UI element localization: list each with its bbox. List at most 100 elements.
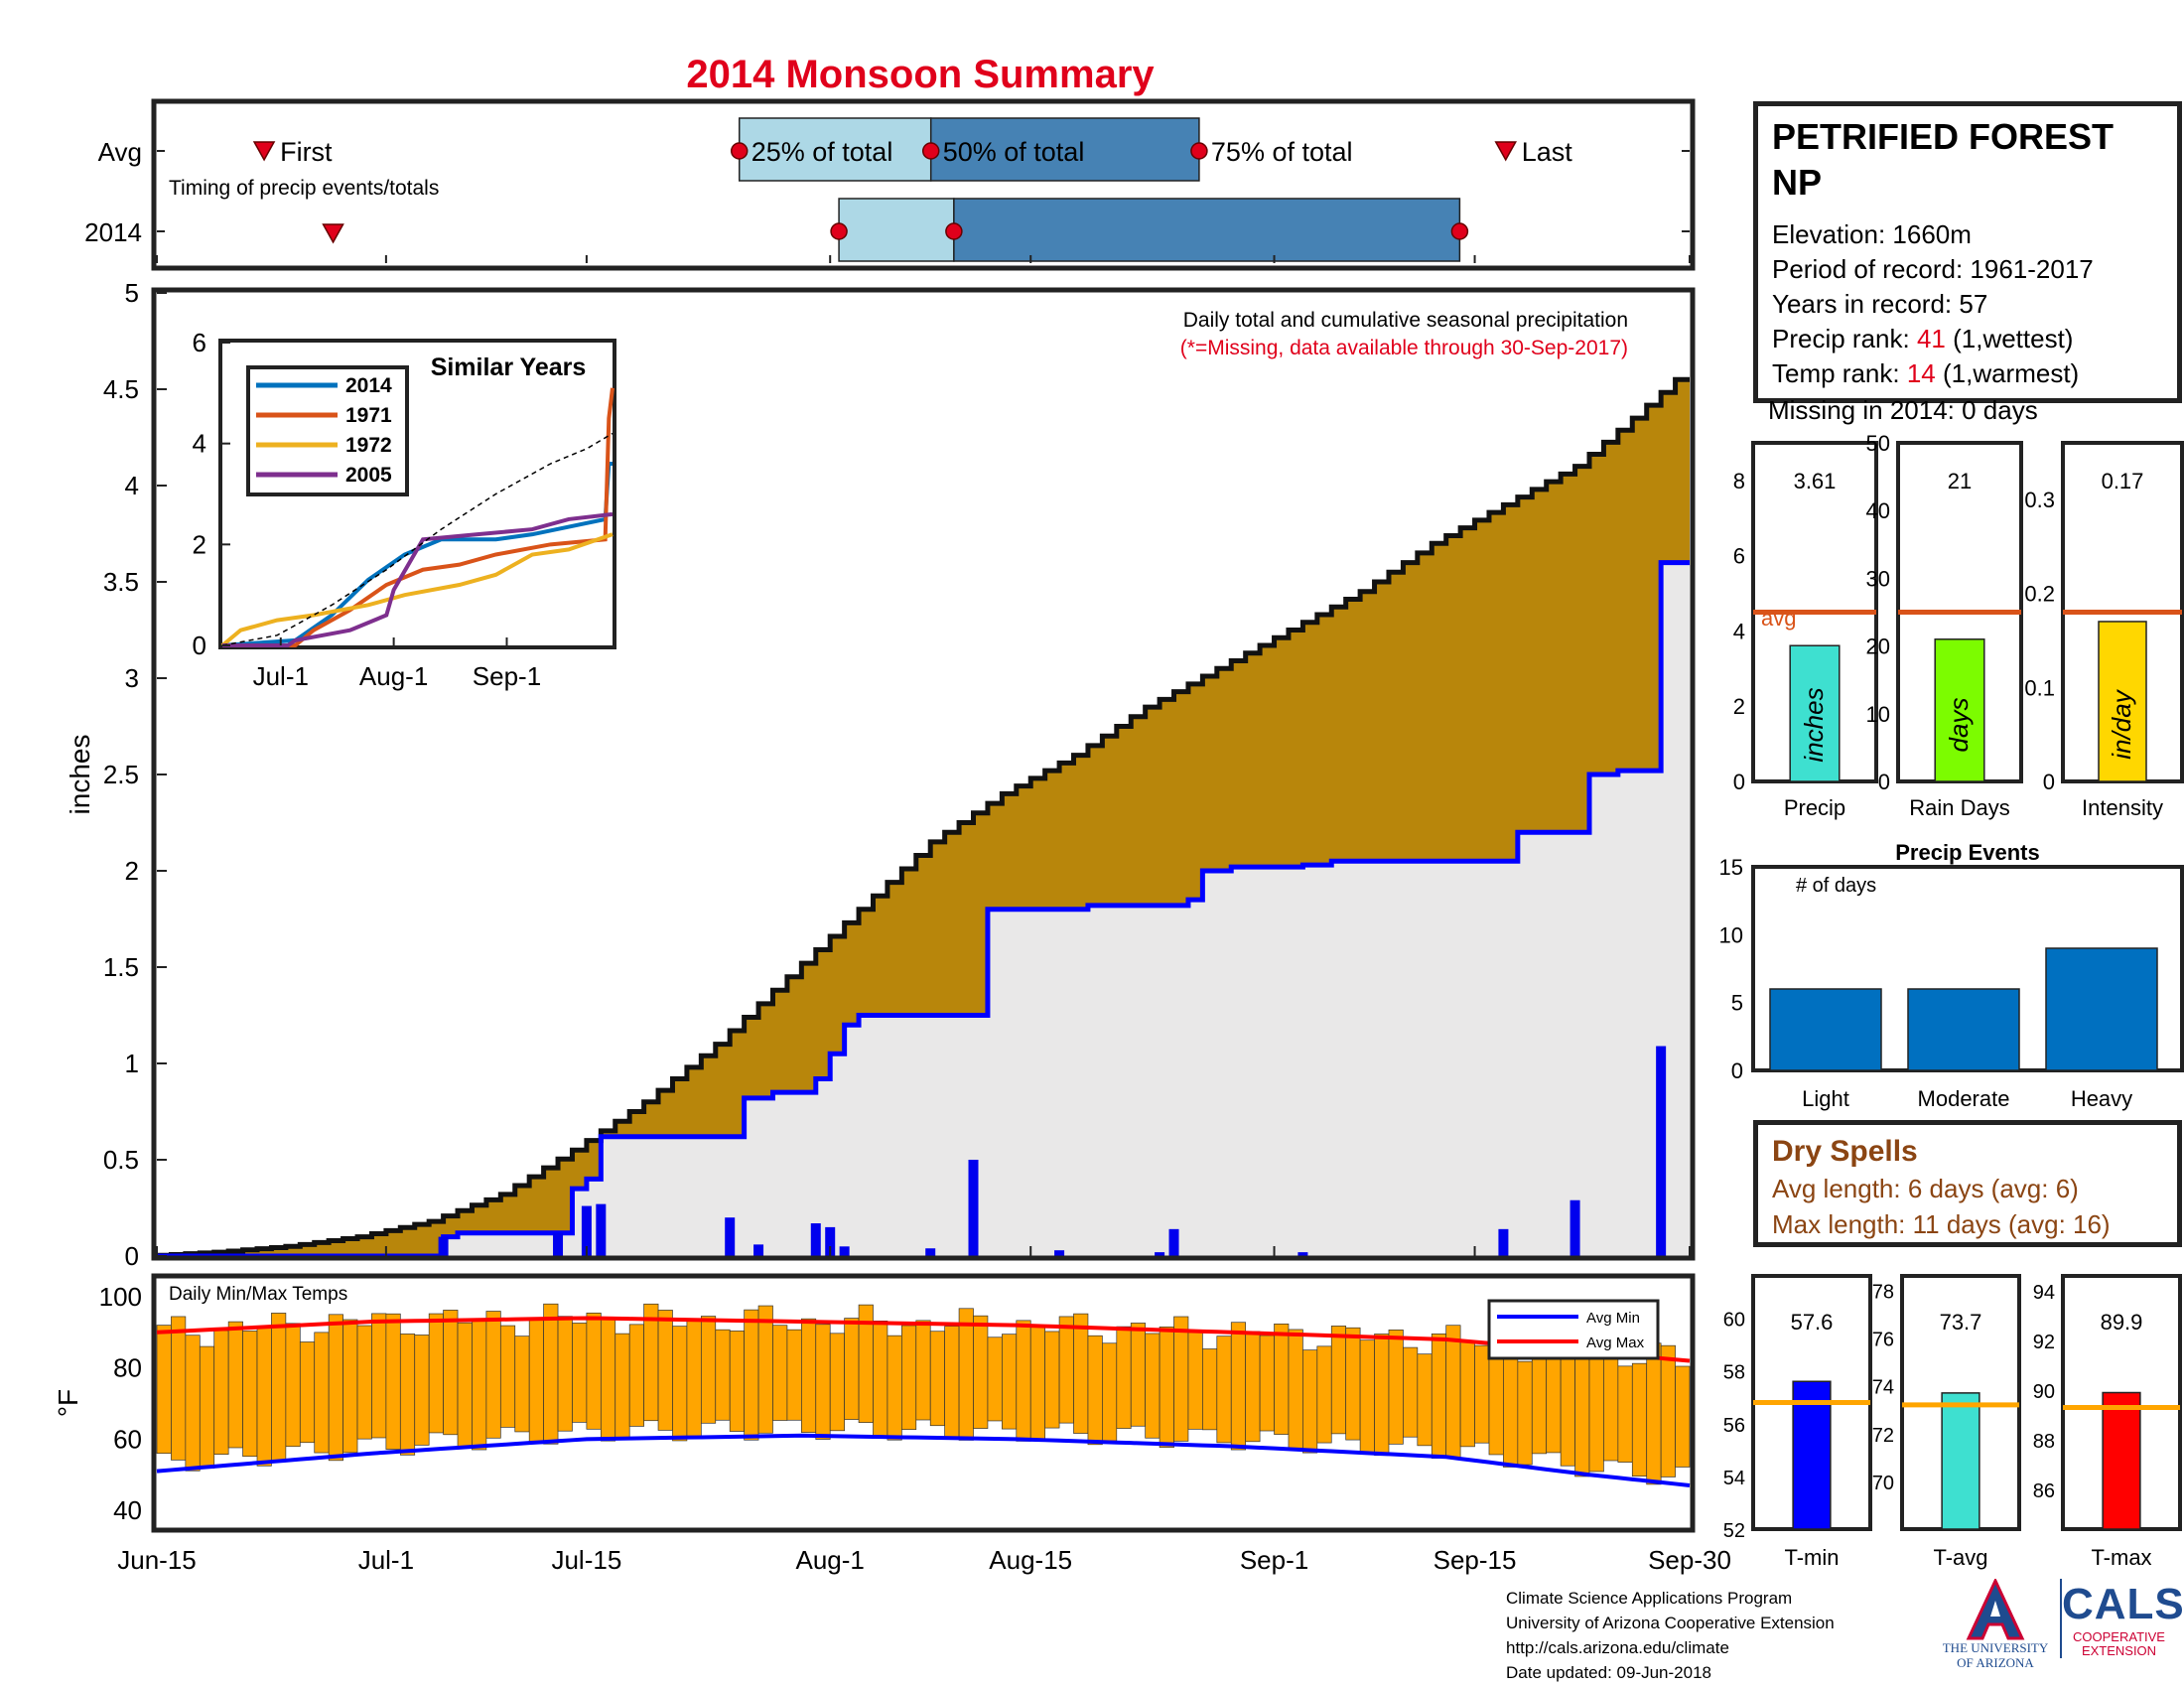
temp-range-bar-42	[757, 1305, 773, 1434]
main-frame	[151, 287, 1696, 1261]
temp-range-bar-33	[628, 1324, 644, 1427]
dry-max-length: Max length: 11 days (avg: 16)	[1772, 1209, 2111, 1239]
avg-q25-label: 25% of total	[751, 137, 893, 167]
temp-range-bar-51	[887, 1335, 902, 1441]
temp-range-bar-2	[185, 1335, 201, 1472]
raindays-value-bar	[1934, 638, 1985, 782]
dry-spells-box: Dry Spells Avg length: 6 days (avg: 6) M…	[1753, 1120, 2182, 1247]
inset-xtick-1: Aug-1	[359, 661, 428, 691]
inset-xtick-2: Sep-1	[473, 661, 541, 691]
events-ytick-5: 5	[1731, 991, 1743, 1016]
avg-q75-marker	[1190, 142, 1208, 160]
timing-row-avg: Avg	[98, 137, 142, 167]
intensity-value-label: 0.17	[2102, 469, 2144, 493]
inset-ytick-0: 0	[193, 631, 206, 660]
raindays-ytick-5: 50	[1866, 431, 1890, 456]
temp-range-bar-28	[557, 1316, 573, 1432]
temp-range-bar-55	[944, 1326, 960, 1440]
current-cumulative-line	[157, 560, 1690, 1259]
temp-ytick-60: 60	[113, 1424, 142, 1454]
precip-axis-label: Precip	[1784, 795, 1845, 820]
intensity-unit-label: in/day	[2107, 688, 2136, 759]
main-xtick-0: Jun-15	[117, 1545, 197, 1575]
temp-range-bar-104	[1646, 1342, 1662, 1485]
footer-line-1: Climate Science Applications Program	[1506, 1589, 1793, 1608]
temp-range-bar-8	[271, 1313, 287, 1462]
temp-range-bar-62	[1044, 1331, 1060, 1429]
events-title: Precip Events	[1895, 840, 2040, 865]
temp-range-bar-11	[314, 1332, 330, 1454]
main-xtick-2: Jul-15	[551, 1545, 621, 1575]
main-xtick-3: Aug-1	[796, 1545, 865, 1575]
tavg-axis-label: T-avg	[1933, 1545, 1987, 1570]
main-ytick-3: 3	[125, 663, 139, 693]
precip-rank: Precip rank: 41 (1,wettest)	[1772, 322, 2163, 356]
ua-line-1: THE UNIVERSITY	[1942, 1640, 2049, 1655]
tmin-ytick-0: 52	[1723, 1520, 1745, 1542]
temp-range-bar-57	[973, 1315, 989, 1429]
temp-range-bar-5	[227, 1321, 243, 1449]
main-ytick-2.5: 2.5	[103, 760, 139, 789]
tmin-ytick-3: 58	[1723, 1362, 1745, 1384]
tmin-ytick-2: 56	[1723, 1415, 1745, 1437]
cals-logo: CALS COOPERATIVE EXTENSION	[2060, 1579, 2184, 1658]
events-bar-moderate	[1907, 988, 2020, 1071]
tmax-ytick-3: 92	[2033, 1332, 2055, 1353]
temp-range-bar-25	[514, 1336, 530, 1433]
tavg-ytick-0: 70	[1872, 1473, 1894, 1494]
footer-credits: Climate Science Applications Program Uni…	[1506, 1586, 1835, 1685]
precip-rank-prefix: Precip rank:	[1772, 324, 1917, 353]
daily-precip-bar-7	[825, 1226, 836, 1256]
avg-q50-label: 50% of total	[943, 137, 1085, 167]
temp-range-bar-44	[786, 1329, 802, 1421]
tavg-ytick-3: 76	[1872, 1330, 1894, 1351]
events-xtick-moderate: Moderate	[1918, 1086, 2010, 1111]
raindays-ytick-0: 0	[1878, 770, 1890, 794]
temp-range-bar-72	[1187, 1332, 1203, 1430]
temp-range-bar-13	[342, 1319, 358, 1454]
daily-precip-bar-6	[810, 1223, 821, 1256]
main-precip-panel: Daily total and cumulative seasonal prec…	[65, 278, 1731, 1575]
temp-range-bar-53	[915, 1320, 931, 1421]
main-ytick-4.5: 4.5	[103, 374, 139, 404]
temp-range-bar-38	[700, 1316, 717, 1424]
temp-range-bar-4	[213, 1330, 229, 1455]
events-bar-heavy	[2045, 947, 2158, 1071]
temps-panel: 40 60 80 100 Daily Min/Max Temps °F Avg Min…	[53, 1273, 1696, 1533]
temp-range-bar-17	[399, 1334, 416, 1456]
temp-range-bar-18	[414, 1335, 430, 1446]
temp-range-bar-48	[844, 1318, 860, 1420]
events-ytick-15: 15	[1719, 855, 1743, 880]
temp-range-bar-95	[1517, 1360, 1533, 1466]
y2014-q75-marker	[1450, 222, 1469, 240]
temp-range-bar-99	[1574, 1357, 1590, 1477]
y2014-q25-q50-box	[838, 198, 955, 262]
missing-days: Missing in 2014: 0 days	[1768, 395, 2038, 425]
temp-range-bar-30	[586, 1312, 602, 1430]
temp-rank-prefix: Temp rank:	[1772, 358, 1907, 388]
temps-frame	[151, 1273, 1696, 1533]
tmax-ytick-0: 86	[2033, 1480, 2055, 1502]
temp-range-bar-64	[1073, 1313, 1089, 1434]
temp-range-bar-35	[657, 1310, 673, 1431]
events-bar-light	[1769, 988, 1882, 1071]
raindays-value-label: 21	[1948, 469, 1972, 493]
temp-range-bar-86	[1388, 1330, 1404, 1445]
inset-legend-label-2014: 2014	[345, 374, 392, 397]
precip-ytick-3: 6	[1733, 544, 1745, 569]
precip-rank-suffix: (1,wettest)	[1945, 324, 2074, 353]
temp-range-bar-75	[1230, 1322, 1247, 1451]
daily-precip-bar-1	[553, 1232, 564, 1256]
temp-range-bar-63	[1058, 1316, 1074, 1424]
main-ylabel: inches	[65, 735, 95, 815]
main-ytick-3.5: 3.5	[103, 567, 139, 597]
raindays-ytick-2: 20	[1866, 634, 1890, 659]
temp-range-bar-12	[328, 1314, 343, 1462]
temp-range-bar-76	[1245, 1331, 1261, 1443]
temp-range-bar-52	[901, 1325, 917, 1431]
years-in-record: Years in record: 57	[1772, 289, 1988, 319]
main-xtick-5: Sep-1	[1240, 1545, 1308, 1575]
temp-ytick-40: 40	[113, 1495, 142, 1525]
temp-range-bar-37	[686, 1321, 702, 1437]
temp-range-bar-1	[171, 1316, 187, 1461]
